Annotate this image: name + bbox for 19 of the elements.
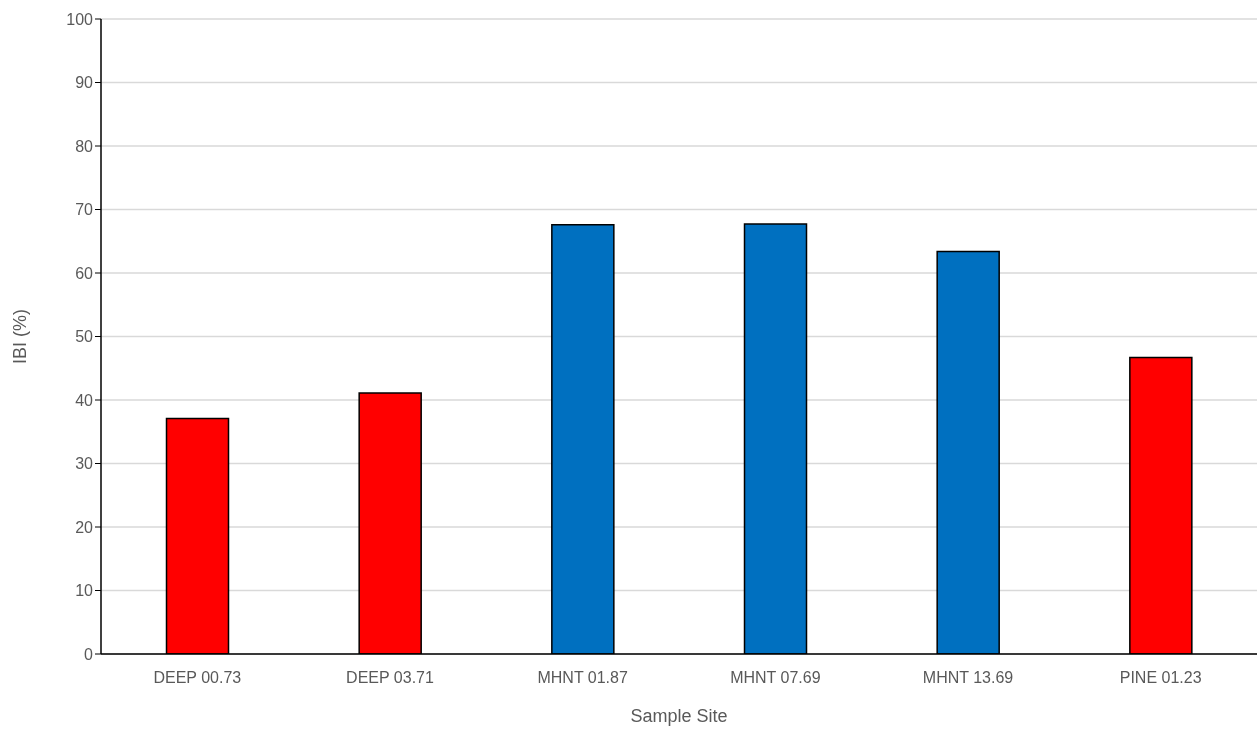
y-tick-label: 60 — [75, 264, 94, 282]
x-tick-label: DEEP 00.73 — [153, 669, 242, 687]
y-tick-label: 40 — [75, 391, 94, 409]
y-tick-label: 50 — [75, 328, 94, 346]
y-tick-label: 90 — [75, 74, 94, 92]
x-axis-title: Sample Site — [630, 706, 728, 726]
y-tick-label: 20 — [75, 518, 94, 536]
y-tick-label: 70 — [75, 201, 94, 219]
y-tick-label: 100 — [66, 10, 94, 28]
x-tick-label: MHNT 07.69 — [730, 669, 821, 687]
x-tick-label: DEEP 03.71 — [346, 669, 434, 687]
y-tick-label: 0 — [84, 645, 94, 663]
x-tick-label: PINE 01.23 — [1119, 669, 1202, 687]
x-tick-label: MHNT 01.87 — [537, 669, 628, 687]
y-tick-label: 80 — [75, 137, 94, 155]
y-tick-label: 10 — [75, 582, 94, 600]
x-tick-label: MHNT 13.69 — [922, 669, 1014, 687]
y-axis-title: IBI (%) — [10, 308, 31, 365]
y-tick-label: 30 — [75, 455, 94, 473]
